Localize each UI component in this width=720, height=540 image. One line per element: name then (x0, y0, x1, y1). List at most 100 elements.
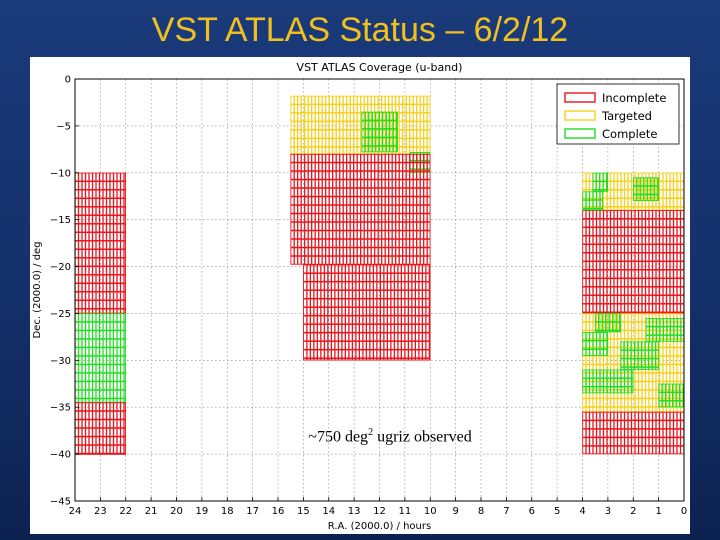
coverage-tile (426, 138, 431, 148)
coverage-tile (123, 338, 126, 348)
coverage-tile (123, 347, 126, 357)
coverage-tile (606, 332, 609, 341)
coverage-tile (662, 312, 667, 314)
x-tick-label: 3 (605, 506, 611, 517)
coverage-tile (123, 453, 126, 455)
coverage-tile (123, 249, 126, 258)
x-tick-label: 19 (196, 506, 209, 517)
coverage-tile (585, 312, 590, 314)
coverage-tile (429, 315, 431, 325)
x-tick-label: 21 (145, 506, 158, 517)
coverage-tile (599, 208, 604, 211)
x-tick-label: 6 (529, 506, 535, 517)
coverage-tile (645, 312, 650, 314)
region-targeted (290, 95, 431, 155)
y-tick-label: −20 (50, 262, 71, 273)
coverage-tile (638, 312, 643, 314)
x-tick-label: 15 (297, 506, 310, 517)
coverage-tile (123, 189, 126, 199)
region-incomplete (582, 411, 684, 455)
coverage-tile (610, 312, 615, 314)
coverage-tile (627, 312, 632, 314)
coverage-tile (655, 358, 659, 368)
coverage-tile (113, 453, 118, 455)
coverage-tile (123, 240, 126, 250)
coverage-tile (648, 312, 653, 314)
coverage-tile (641, 312, 646, 314)
coverage-tile (102, 453, 107, 455)
coverage-tile (619, 313, 621, 323)
coverage-tile (613, 312, 618, 314)
coverage-tile (123, 402, 126, 412)
coverage-tile (606, 189, 609, 192)
coverage-tile (603, 312, 608, 314)
coverage-tile (426, 221, 431, 231)
x-tick-label: 18 (221, 506, 234, 517)
region-incomplete (75, 172, 126, 314)
x-tick-label: 8 (478, 506, 484, 517)
coverage-tile (123, 389, 126, 399)
coverage-tile (426, 179, 431, 189)
x-tick-label: 0 (681, 506, 687, 517)
legend-box (556, 83, 680, 145)
coverage-tile (620, 312, 625, 314)
coverage-tile (426, 213, 431, 223)
y-axis-label: Dec. (2000.0) / deg (32, 241, 43, 338)
coverage-tile (426, 104, 431, 114)
patch-complete (592, 172, 609, 192)
coverage-tile (85, 453, 90, 455)
coverage-tile (429, 281, 431, 291)
coverage-tile (426, 121, 431, 131)
legend: Incomplete Targeted Complete (556, 83, 680, 145)
coverage-tile (123, 355, 126, 365)
coverage-tile (123, 313, 126, 323)
region-incomplete (582, 210, 684, 314)
coverage-tile (680, 312, 684, 314)
coverage-tile (396, 137, 398, 146)
coverage-tile (631, 378, 634, 387)
coverage-tile (429, 273, 431, 282)
x-tick-label: 20 (170, 506, 183, 517)
y-tick-label: −30 (50, 356, 71, 367)
x-tick-label: 4 (579, 506, 585, 517)
patch-complete (582, 369, 634, 394)
annotation-suffix: ugriz observed (373, 428, 472, 446)
coverage-tile (123, 381, 126, 391)
patch-complete (620, 341, 659, 370)
coverage-tile (429, 264, 431, 274)
legend-swatch-incomplete (564, 92, 596, 103)
coverage-tile (123, 308, 126, 314)
x-tick-label: 7 (503, 506, 509, 517)
legend-swatch-complete (564, 128, 596, 139)
legend-label-incomplete: Incomplete (602, 91, 666, 105)
coverage-tile (582, 312, 587, 314)
coverage-tile (657, 185, 659, 195)
x-tick-label: 10 (424, 506, 437, 517)
coverage-tile (426, 146, 431, 155)
coverage-tile (606, 349, 609, 356)
coverage-tile (123, 419, 126, 429)
coverage-tile (634, 312, 639, 314)
legend-label-targeted: Targeted (601, 109, 652, 123)
y-tick-label: −5 (56, 121, 71, 132)
coverage-tile (592, 312, 597, 314)
coverage-tile (426, 187, 431, 197)
coverage-tile (657, 177, 659, 187)
legend-label-complete: Complete (602, 127, 657, 141)
coverage-tile (123, 223, 126, 233)
coverage-tile (426, 153, 431, 163)
coverage-tile (81, 453, 86, 455)
coverage-tile (109, 453, 114, 455)
coverage-tile (606, 172, 609, 182)
coverage-tile (655, 349, 659, 359)
patch-complete (645, 317, 684, 342)
coverage-tile (596, 312, 601, 314)
coverage-tile (123, 330, 126, 340)
x-axis-label: R.A. (2000.0) / hours (328, 521, 431, 532)
coverage-tile (92, 453, 97, 455)
coverage-tile (123, 410, 126, 420)
coverage-tile (123, 372, 126, 382)
coverage-tile (426, 129, 431, 139)
coverage-tile (617, 312, 622, 314)
coverage-tile (429, 332, 431, 342)
